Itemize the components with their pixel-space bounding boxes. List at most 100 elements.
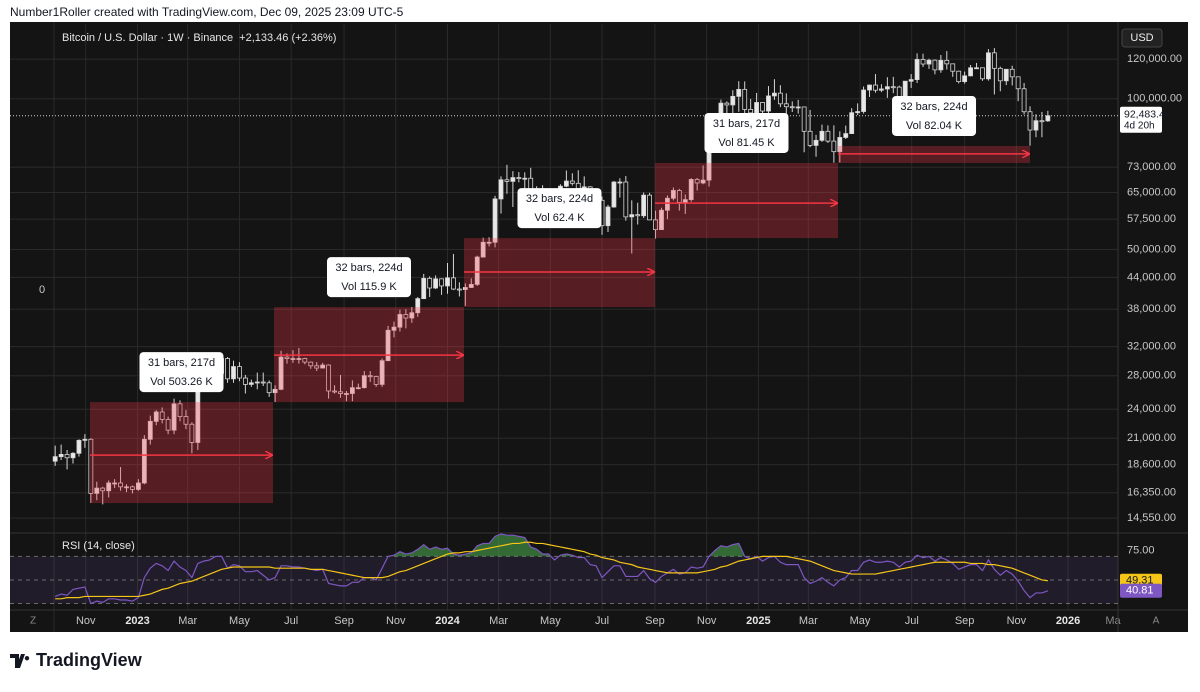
candle-body: [962, 75, 968, 83]
candle-body: [742, 88, 748, 110]
candle-body: [908, 79, 914, 82]
last-price-box: [1120, 106, 1162, 133]
last-price-label: 92,483.46: [1124, 109, 1171, 121]
candle-body: [474, 256, 480, 285]
range-volume-label: Vol 503.26 K: [150, 376, 213, 388]
candle-body: [242, 377, 248, 385]
candle-body: [58, 454, 64, 458]
y-tick-label: 38,000.00: [1127, 303, 1176, 315]
brand-logo: [10, 654, 30, 668]
candle-body: [807, 130, 813, 146]
rsi-value-label: 40.81: [1126, 585, 1154, 597]
brand-name: TradingView: [36, 650, 143, 670]
candle-body: [861, 89, 866, 112]
rsi-line: [54, 533, 1049, 605]
candle-body: [254, 381, 260, 384]
candle-body: [344, 393, 349, 395]
candle-body: [272, 388, 278, 394]
candle-body: [70, 452, 76, 459]
y-tick-label: 65,000.00: [1127, 186, 1176, 198]
candle-body: [1027, 111, 1033, 131]
candle-body: [1045, 115, 1051, 122]
candle-body: [659, 209, 664, 231]
candle-body: [504, 179, 510, 182]
candle-body: [819, 130, 825, 141]
x-tick-label: Nov: [386, 615, 406, 627]
candle-body: [367, 375, 373, 378]
range-label-box: [327, 257, 412, 298]
candle-body: [1021, 88, 1027, 113]
candle-body: [635, 214, 641, 217]
candle-body: [391, 326, 397, 331]
y-tick-label: 14,550.00: [1127, 512, 1176, 524]
y-tick-label: 50,000.00: [1127, 243, 1176, 255]
candle-body: [498, 179, 504, 200]
x-tick-label: Jul: [905, 615, 919, 627]
candle-body: [302, 358, 308, 363]
brand: TradingView: [10, 650, 143, 670]
price-change: +2,133.46 (+2.36%): [239, 32, 336, 44]
candle-body: [801, 106, 807, 132]
candle-body: [118, 482, 123, 488]
y-tick-label: 16,350.00: [1127, 487, 1176, 499]
candle-body: [183, 416, 189, 425]
candle-body: [825, 130, 831, 142]
range-bars-label: 31 bars, 217d: [148, 357, 215, 369]
range-label-box: [704, 112, 789, 153]
candle-body: [991, 52, 997, 69]
candle-body: [789, 106, 795, 109]
candle-body: [754, 102, 759, 114]
candle-body: [421, 277, 427, 300]
candle-body: [355, 387, 361, 390]
candle-body: [290, 358, 296, 360]
candle-body: [314, 365, 320, 369]
candle-body: [766, 95, 771, 112]
candle-body: [486, 241, 492, 244]
candle-body: [403, 314, 409, 319]
candle-body: [605, 206, 611, 227]
range-volume-label: Vol 62.4 K: [534, 212, 585, 224]
candle-body: [308, 361, 314, 367]
rsi-title: RSI (14, close): [62, 540, 135, 552]
candle-body: [189, 423, 195, 443]
toolbar-button[interactable]: A: [1153, 616, 1160, 627]
x-tick-label: May: [540, 615, 561, 627]
candle-body: [278, 356, 284, 390]
candle-body: [397, 314, 403, 328]
candle-body: [338, 391, 343, 394]
candle-body: [688, 179, 694, 201]
candle-body: [1039, 120, 1045, 123]
candle-body: [135, 482, 141, 490]
candle-body: [379, 360, 385, 385]
candle-body: [748, 109, 754, 114]
candle-body: [986, 52, 991, 80]
chart-panel: [10, 22, 1188, 632]
toolbar-button[interactable]: Z: [30, 616, 36, 627]
rsi-value-label: 49.31: [1126, 575, 1154, 587]
candle-body: [950, 63, 956, 72]
candle-body: [1003, 68, 1009, 82]
range-bars-label: 32 bars, 224d: [526, 193, 593, 205]
candle-body: [1033, 120, 1039, 131]
x-tick-label: 2026: [1056, 615, 1080, 627]
candle-body: [563, 180, 569, 187]
x-tick-label: Sep: [955, 615, 975, 627]
countdown: 4d 20h: [1124, 120, 1155, 131]
symbol-title: Bitcoin / U.S. Dollar · 1W · Binance: [62, 32, 233, 44]
candle-body: [938, 59, 944, 71]
candle-body: [76, 439, 82, 454]
candle-body: [439, 278, 444, 287]
candle-body: [890, 86, 896, 89]
candle-body: [320, 364, 326, 369]
x-tick-label: Jul: [595, 615, 609, 627]
legend: Bitcoin / U.S. Dollar · 1W · Binance +2,1…: [62, 32, 336, 44]
x-tick-label: Nov: [697, 615, 717, 627]
x-tick-label: Sep: [645, 615, 665, 627]
currency: USD: [1130, 32, 1153, 44]
range-volume-label: Vol 82.04 K: [906, 120, 963, 132]
candle-body: [670, 190, 676, 199]
x-tick-label: Mar: [489, 615, 508, 627]
candle-body: [177, 403, 183, 418]
candle-body: [361, 375, 367, 389]
